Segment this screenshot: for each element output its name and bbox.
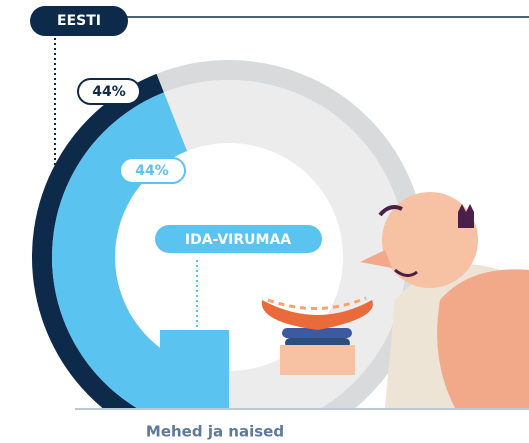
outer-value-label: 44% bbox=[92, 84, 126, 100]
outer-value-pill bbox=[77, 78, 141, 105]
eesti-label: EESTI bbox=[57, 13, 101, 29]
inner-value-pill bbox=[119, 157, 186, 184]
ring-arc bbox=[32, 73, 164, 408]
eesti-pill bbox=[30, 6, 128, 36]
inner-value-label: 44% bbox=[135, 163, 169, 179]
rings bbox=[32, 60, 426, 408]
ida-label: IDA-VIRUMAA bbox=[185, 232, 291, 248]
caption: Mehed ja naised bbox=[146, 423, 284, 441]
illustration bbox=[261, 192, 529, 408]
ida-pill bbox=[155, 225, 322, 253]
ring-arc bbox=[52, 92, 230, 408]
